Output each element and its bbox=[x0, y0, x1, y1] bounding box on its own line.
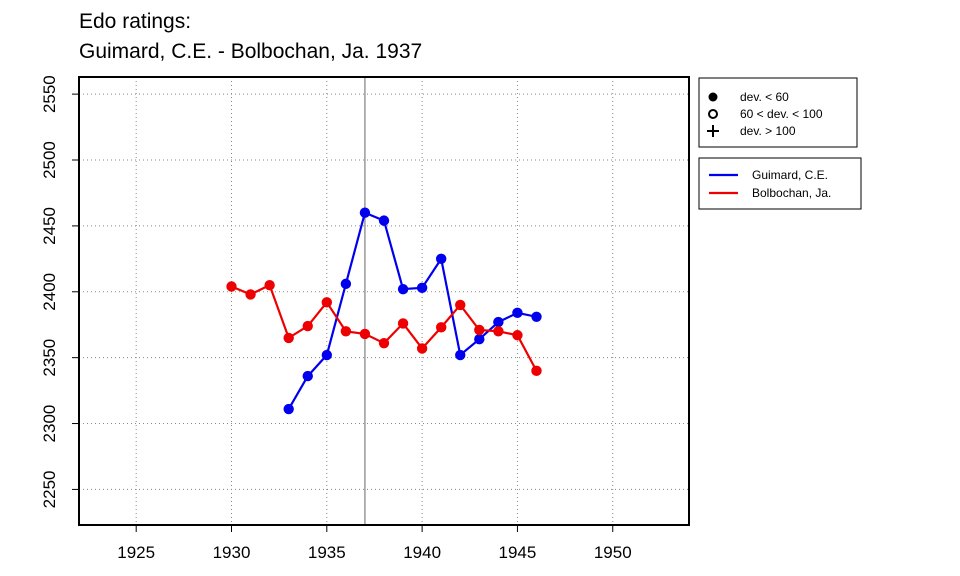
y-tick-label: 2400 bbox=[40, 273, 59, 311]
data-point bbox=[283, 332, 294, 344]
plot-frame bbox=[78, 76, 690, 526]
y-tick-label: 2550 bbox=[40, 75, 59, 113]
series-legend-box bbox=[698, 157, 862, 210]
data-point bbox=[397, 318, 409, 329]
data-point bbox=[531, 311, 542, 323]
x-tick-label: 1940 bbox=[403, 543, 441, 562]
data-point bbox=[226, 281, 237, 292]
filled-circle-icon bbox=[708, 92, 718, 102]
data-point bbox=[283, 403, 294, 415]
data-point bbox=[321, 297, 333, 308]
x-tick-label: 1950 bbox=[594, 543, 632, 562]
data-point bbox=[378, 337, 390, 349]
data-point bbox=[359, 207, 371, 218]
plus-icon bbox=[707, 125, 719, 137]
x-tick-label: 1930 bbox=[213, 543, 251, 562]
data-point bbox=[474, 334, 485, 345]
x-tick-label: 1945 bbox=[499, 543, 537, 562]
data-point bbox=[435, 253, 447, 265]
x-tick-label: 1925 bbox=[117, 543, 155, 562]
data-point bbox=[264, 279, 275, 291]
data-point bbox=[474, 324, 485, 336]
data-point bbox=[359, 328, 371, 340]
data-point bbox=[455, 349, 466, 361]
deviation-legend-box bbox=[698, 77, 858, 148]
data-point bbox=[302, 320, 313, 332]
series-legend-label: Bolbochan, Ja. bbox=[752, 186, 831, 200]
data-point bbox=[321, 349, 333, 361]
data-point bbox=[416, 282, 428, 294]
open-circle-icon bbox=[708, 109, 718, 119]
series-legend-label: Guimard, C.E. bbox=[752, 168, 828, 182]
chart-subtitle: Guimard, C.E. - Bolbochan, Ja. 1937 bbox=[79, 40, 423, 63]
y-tick-label: 2300 bbox=[40, 405, 59, 443]
data-point bbox=[512, 307, 523, 319]
y-tick-label: 2500 bbox=[40, 141, 59, 179]
data-point bbox=[493, 316, 504, 328]
y-tick-label: 2450 bbox=[40, 207, 59, 245]
data-point bbox=[340, 326, 352, 337]
y-tick-label: 2350 bbox=[40, 339, 59, 377]
data-point bbox=[435, 322, 447, 333]
y-tick-label: 2250 bbox=[40, 471, 59, 509]
data-point bbox=[493, 326, 504, 337]
x-tick-label: 1935 bbox=[308, 543, 346, 562]
data-point bbox=[397, 283, 409, 295]
data-point bbox=[245, 289, 256, 300]
data-point bbox=[512, 330, 523, 341]
chart-title: Edo ratings: bbox=[79, 10, 192, 33]
series-line bbox=[287, 211, 537, 410]
data-point bbox=[455, 299, 466, 311]
deviation-legend-label: dev. > 100 bbox=[740, 124, 796, 138]
deviation-legend-label: 60 < dev. < 100 bbox=[740, 107, 823, 121]
deviation-legend-label: dev. < 60 bbox=[740, 90, 789, 104]
data-point bbox=[340, 278, 352, 290]
data-point bbox=[416, 343, 428, 354]
data-point bbox=[378, 215, 390, 226]
data-point bbox=[531, 365, 542, 377]
data-point bbox=[302, 370, 313, 382]
